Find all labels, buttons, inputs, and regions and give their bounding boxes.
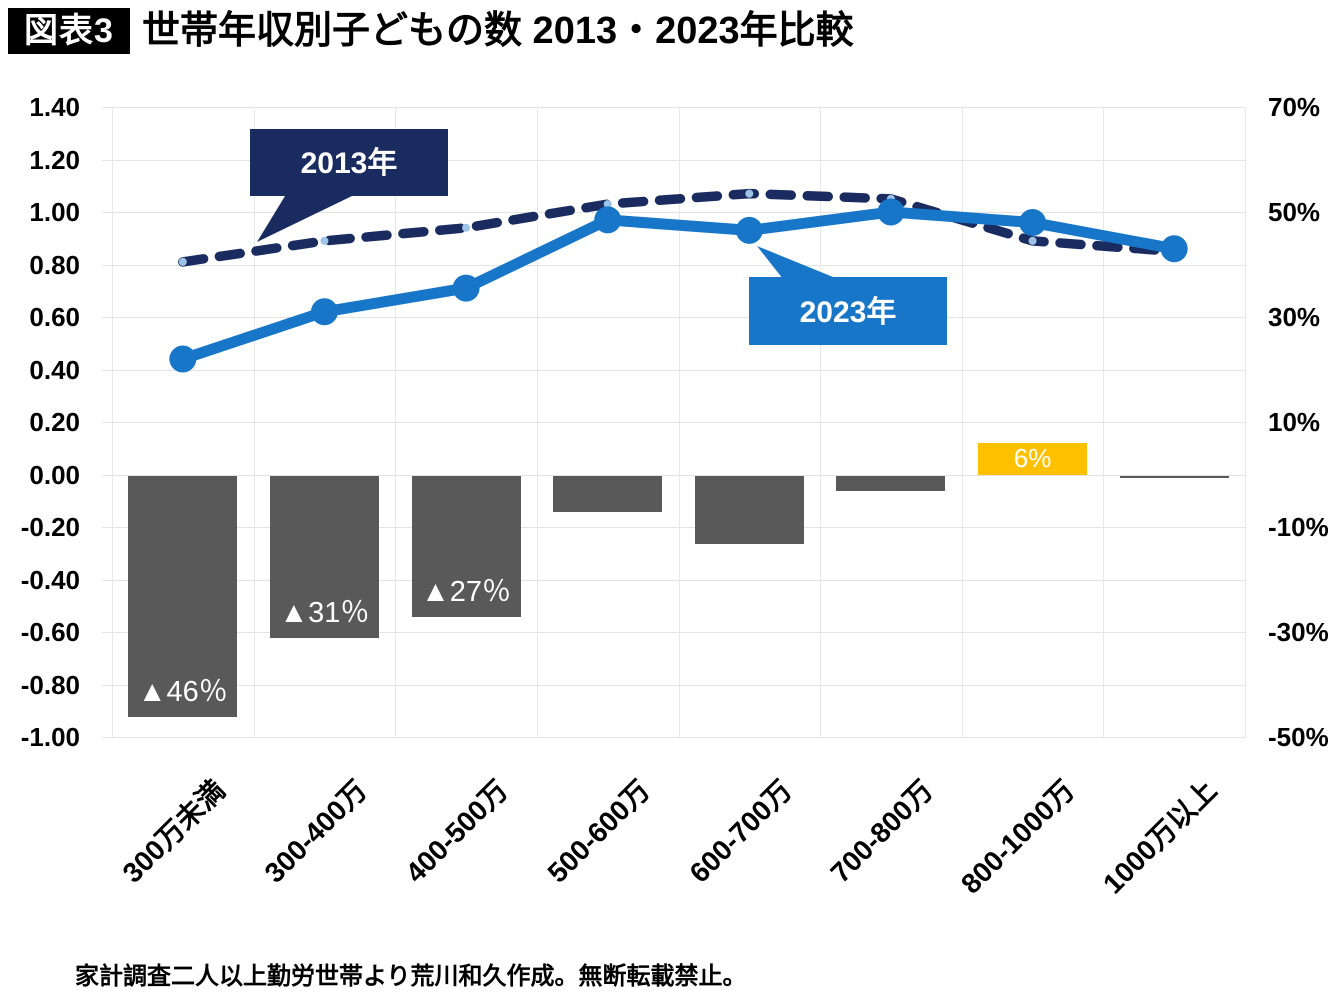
change-rate-bar: ▲31％ bbox=[269, 475, 379, 639]
x-axis-label: 1000万以上 bbox=[1096, 774, 1223, 900]
change-rate-bar: 6% bbox=[978, 443, 1088, 475]
right-axis-tick: 50% bbox=[1268, 197, 1321, 227]
v-gridline bbox=[820, 107, 822, 737]
right-axis-tick: 10% bbox=[1268, 407, 1321, 437]
bar-value-label: 6% bbox=[1013, 443, 1052, 474]
h-gridline bbox=[102, 527, 1246, 528]
marker-2023 bbox=[1160, 235, 1188, 263]
h-gridline bbox=[102, 474, 1246, 476]
x-axis-label: 600-700万 bbox=[683, 774, 798, 889]
bar-value-label: ▲46％ bbox=[137, 676, 228, 708]
marker-2023 bbox=[1019, 209, 1047, 236]
title-row: 図表3 世帯年収別子どもの数 2013・2023年比較 bbox=[0, 0, 1340, 60]
v-gridline bbox=[112, 107, 113, 737]
change-rate-bar bbox=[836, 475, 946, 492]
x-axis-label: 800-1000万 bbox=[955, 774, 1081, 900]
change-rate-bar bbox=[694, 475, 804, 544]
source-note: 家計調査二人以上勤労世帯より荒川和久作成。無断転載禁止。 bbox=[75, 963, 747, 990]
left-axis-tick: 1.40 bbox=[29, 92, 80, 122]
callout-2023-label: 2023年 bbox=[800, 296, 897, 329]
h-gridline bbox=[102, 264, 1246, 266]
x-axis-label: 700-800万 bbox=[824, 774, 940, 889]
v-gridline bbox=[1245, 107, 1246, 737]
right-axis-tick: -30% bbox=[1268, 617, 1329, 647]
h-gridline bbox=[102, 632, 1246, 633]
v-gridline bbox=[1103, 107, 1105, 737]
left-axis-tick: -0.40 bbox=[20, 564, 80, 595]
v-gridline bbox=[253, 107, 255, 737]
change-rate-bar: ▲27％ bbox=[411, 475, 521, 618]
left-axis-tick: -0.20 bbox=[20, 512, 80, 542]
x-axis-label: 500-600万 bbox=[541, 774, 656, 889]
bar-value-label: ▲31％ bbox=[279, 597, 370, 630]
h-gridline bbox=[102, 159, 1246, 161]
v-gridline bbox=[536, 107, 538, 737]
v-gridline bbox=[395, 107, 397, 737]
marker-2013 bbox=[462, 223, 471, 232]
marker-2013 bbox=[745, 189, 754, 198]
change-rate-bar bbox=[1119, 475, 1229, 478]
figure-number-badge: 図表3 bbox=[8, 8, 130, 54]
h-gridline bbox=[102, 317, 1246, 318]
left-axis-tick: 0.00 bbox=[29, 459, 80, 490]
marker-2023 bbox=[594, 206, 622, 234]
right-axis-tick: -50% bbox=[1268, 722, 1329, 752]
left-axis-tick: 0.60 bbox=[29, 302, 80, 332]
marker-2013 bbox=[1028, 236, 1037, 245]
h-gridline bbox=[102, 369, 1246, 371]
x-axis-label: 300万未満 bbox=[116, 774, 231, 889]
callout-2013-box bbox=[250, 129, 448, 196]
left-axis-tick: 0.40 bbox=[29, 354, 80, 385]
marker-2023 bbox=[452, 274, 480, 302]
callout-2023-box bbox=[749, 277, 947, 345]
callout-2013-label: 2013年 bbox=[301, 147, 398, 180]
x-axis-label: 400-500万 bbox=[399, 774, 515, 889]
left-axis-tick: 1.00 bbox=[29, 197, 80, 227]
bar-value-label: ▲27％ bbox=[421, 576, 512, 609]
right-axis-tick: -10% bbox=[1268, 512, 1329, 542]
left-axis-tick: 0.20 bbox=[29, 407, 80, 437]
left-axis-tick: 1.20 bbox=[29, 144, 80, 175]
change-rate-bar: ▲46％ bbox=[128, 475, 238, 717]
h-gridline bbox=[102, 737, 1246, 738]
callout-2023-tail bbox=[757, 246, 838, 279]
marker-2013 bbox=[320, 236, 329, 245]
marker-2013 bbox=[1170, 247, 1179, 256]
left-axis-tick: -0.60 bbox=[20, 617, 80, 647]
h-gridline bbox=[102, 579, 1246, 581]
left-axis-tick: -1.00 bbox=[20, 722, 80, 752]
h-gridline bbox=[102, 107, 1246, 108]
right-axis-tick: 30% bbox=[1268, 302, 1321, 332]
v-gridline bbox=[678, 107, 680, 737]
h-gridline bbox=[102, 422, 1246, 423]
marker-2013 bbox=[603, 200, 612, 209]
left-axis-tick: 0.80 bbox=[29, 249, 80, 280]
marker-2013 bbox=[886, 194, 895, 203]
marker-2023 bbox=[735, 216, 763, 244]
left-axis-tick: -0.80 bbox=[20, 669, 80, 700]
callout-2013-tail bbox=[257, 196, 352, 242]
marker-2023 bbox=[310, 298, 338, 326]
right-axis-tick: 70% bbox=[1268, 92, 1321, 122]
x-axis-label: 300-400万 bbox=[258, 774, 373, 889]
change-rate-bar bbox=[553, 475, 663, 513]
page-title: 世帯年収別子どもの数 2013・2023年比較 bbox=[142, 10, 854, 52]
h-gridline bbox=[102, 684, 1246, 686]
marker-2023 bbox=[169, 345, 197, 373]
v-gridline bbox=[961, 107, 963, 737]
h-gridline bbox=[102, 212, 1246, 213]
